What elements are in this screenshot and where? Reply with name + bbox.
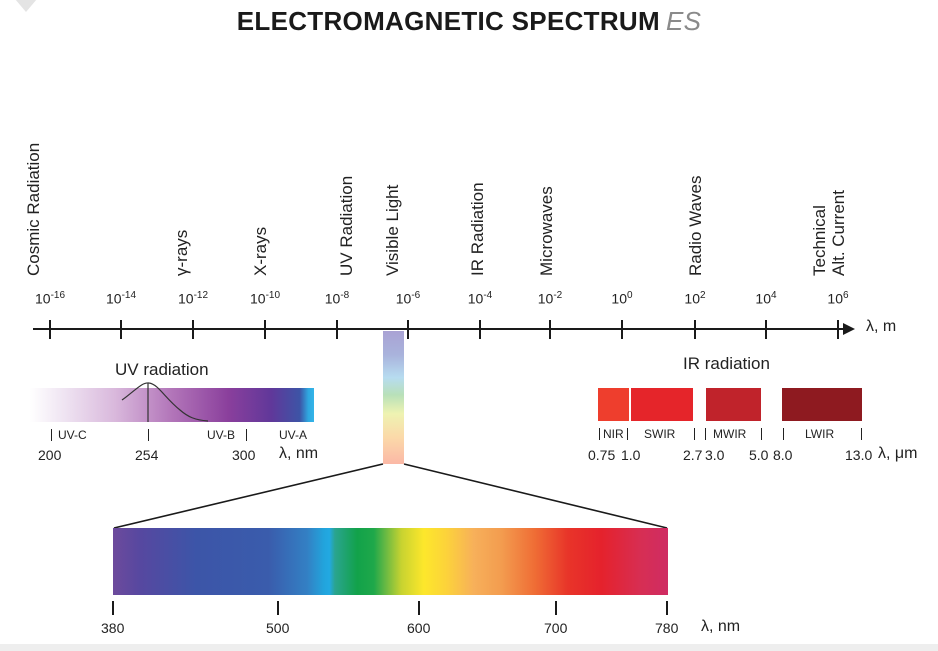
ir-value-0-75: 0.75: [588, 447, 616, 463]
visible-label-780: 780: [655, 620, 679, 636]
axis-tick-label: 106: [827, 290, 849, 307]
main-axis-arrow: [843, 323, 855, 335]
ir-label-mwir: MWIR: [713, 427, 747, 441]
visible-label-600: 600: [407, 620, 431, 636]
title-main: ELECTROMAGNETIC SPECTRUM: [236, 6, 660, 36]
axis-tick: [192, 320, 194, 339]
main-axis-line: [33, 328, 845, 330]
ir-unit: λ, μm: [878, 445, 918, 462]
ir-mark-13-0: [861, 428, 862, 440]
uv-label-uvb: UV-B: [207, 428, 236, 442]
ir-segment-nir: [598, 388, 629, 421]
visible-label-380: 380: [101, 620, 125, 636]
main-axis-unit: λ, m: [866, 318, 897, 335]
ir-mark-5-0: [761, 428, 762, 440]
ir-mark-0-75: [599, 428, 600, 440]
ir-mark-1-0: [627, 428, 628, 440]
bottom-border: [0, 644, 938, 651]
axis-tick: [49, 320, 51, 339]
visible-light-strip: [383, 331, 404, 464]
ir-label-swir: SWIR: [644, 427, 676, 441]
axis-tick: [336, 320, 338, 339]
visible-tick-380: [112, 601, 114, 615]
axis-tick-label: 10-10: [249, 290, 281, 307]
uv-label-uva: UV-A: [279, 428, 308, 442]
visible-spectrum-bar: [113, 528, 668, 595]
ir-segment-swir: [631, 388, 693, 421]
ir-value-13-0: 13.0: [845, 447, 873, 463]
visible-label-700: 700: [544, 620, 568, 636]
ir-mark-2-7: [694, 428, 695, 440]
ir-label-lwir: LWIR: [805, 427, 835, 441]
ir-value-8-0: 8.0: [773, 447, 793, 463]
ir-value-1-0: 1.0: [621, 447, 641, 463]
ir-mark-8-0: [783, 428, 784, 440]
axis-tick: [765, 320, 767, 339]
uv-value-300: 300: [232, 447, 256, 463]
ir-mark-3-0: [705, 428, 706, 440]
axis-tick: [407, 320, 409, 339]
axis-tick: [694, 320, 696, 339]
axis-tick-label: 10-14: [105, 290, 137, 307]
uv-mark-254: [148, 429, 149, 441]
visible-tick-780: [666, 601, 668, 615]
axis-tick-label: 10-12: [177, 290, 209, 307]
uv-label-uvc: UV-C: [58, 428, 87, 442]
visible-tick-700: [555, 601, 557, 615]
uv-value-254: 254: [135, 447, 159, 463]
axis-tick-label: 10-6: [395, 290, 421, 307]
axis-tick-label: 10-2: [537, 290, 563, 307]
ir-segment-mwir: [706, 388, 761, 421]
page-title: ELECTROMAGNETIC SPECTRUM ES: [0, 6, 938, 37]
uv-gradient-bar: [30, 388, 314, 422]
logo-mark: [0, 0, 60, 14]
axis-tick: [264, 320, 266, 339]
axis-tick-label: 10-4: [467, 290, 493, 307]
ir-value-5-0: 5.0: [749, 447, 769, 463]
visible-tick-500: [277, 601, 279, 615]
uv-mark-300: [246, 429, 247, 441]
axis-tick-label: 104: [755, 290, 777, 307]
ir-value-3-0: 3.0: [705, 447, 725, 463]
axis-tick: [837, 320, 839, 339]
title-suffix: ES: [665, 6, 702, 36]
ir-value-2-7: 2.7: [683, 447, 703, 463]
zoom-line-right: [403, 463, 668, 529]
ir-label-nir: NIR: [603, 427, 624, 441]
axis-tick: [621, 320, 623, 339]
zoom-line-left: [113, 463, 384, 529]
axis-tick: [120, 320, 122, 339]
visible-unit: λ, nm: [701, 618, 741, 635]
axis-tick: [479, 320, 481, 339]
axis-tick-label: 10-16: [34, 290, 66, 307]
ir-segment-lwir: [782, 388, 862, 421]
visible-label-500: 500: [266, 620, 290, 636]
axis-tick-label: 102: [684, 290, 706, 307]
axis-tick-label: 10-8: [324, 290, 350, 307]
uv-curve: [121, 382, 209, 422]
ir-section-title: IR radiation: [683, 354, 770, 373]
visible-tick-600: [418, 601, 420, 615]
uv-value-200: 200: [38, 447, 62, 463]
uv-section-title: UV radiation: [115, 360, 209, 379]
axis-tick: [549, 320, 551, 339]
axis-tick-label: 100: [611, 290, 633, 307]
uv-unit: λ, nm: [279, 445, 319, 462]
uv-mark-200: [51, 429, 52, 441]
